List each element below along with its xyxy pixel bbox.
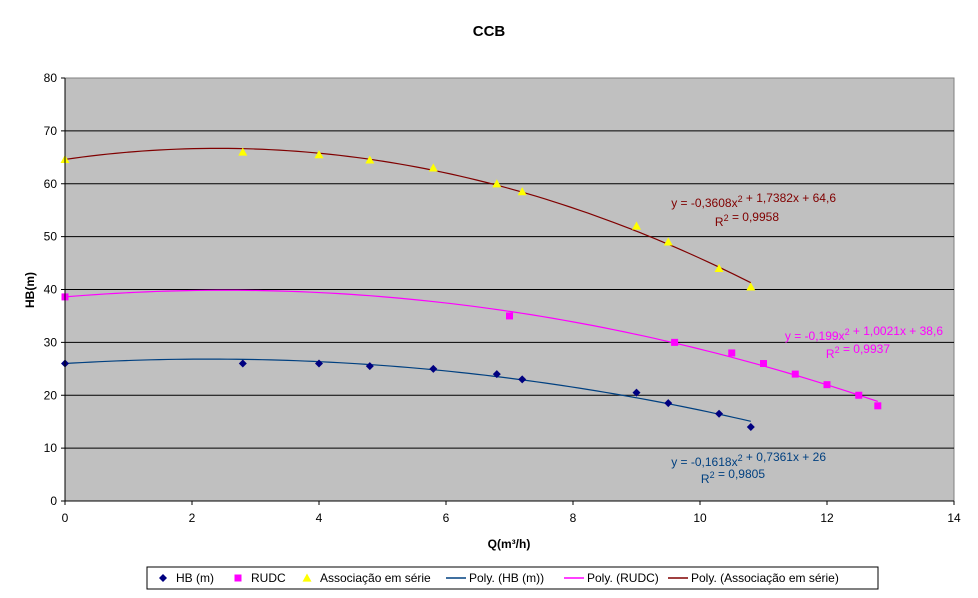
data-point — [365, 362, 374, 371]
gridlines — [65, 130, 954, 449]
data-point — [664, 399, 673, 408]
legend-box — [146, 566, 879, 590]
x-tick-label: 10 — [693, 511, 707, 525]
legend-label: RUDC — [251, 571, 286, 585]
data-point — [746, 422, 755, 431]
data-point — [429, 364, 438, 373]
tick-labels: 0 10 20 30 40 50 60 70 80 0 2 4 6 8 10 12 14 — [44, 71, 961, 525]
data-point — [428, 163, 438, 172]
x-tick-label: 4 — [316, 511, 323, 525]
chart-title: CCB — [473, 23, 506, 40]
y-tick-label: 20 — [44, 388, 58, 402]
data-point — [746, 282, 756, 291]
data-point — [365, 155, 375, 164]
data-point — [517, 187, 527, 196]
data-point — [632, 221, 641, 230]
y-tick-label: 60 — [44, 177, 58, 191]
trendline-equation: y = -0,199x2 + 1,0021x + 38,6 — [785, 324, 943, 343]
legend: HB (m) RUDC Associação em série Poly. (HB (… — [146, 566, 879, 590]
data-point — [855, 391, 863, 399]
trendline-equation: y = -0,3608x2 + 1,7382x + 64,6 — [671, 191, 836, 210]
y-axis-label: HB(m) — [23, 272, 37, 308]
data-point — [238, 147, 248, 156]
data-point — [823, 381, 831, 389]
y-tick-label: 40 — [44, 283, 58, 297]
data-point — [671, 338, 679, 346]
trendline-curve — [64, 358, 751, 422]
data-point — [315, 359, 323, 368]
trendlines — [64, 147, 878, 422]
y-tick-label: 10 — [44, 441, 58, 455]
legend-marker — [234, 574, 242, 582]
data-point — [663, 237, 673, 246]
trendline-curve — [64, 289, 878, 403]
data-point — [492, 370, 501, 379]
legend-label: Poly. (RUDC) — [587, 571, 659, 585]
x-tick-label: 14 — [947, 511, 961, 525]
y-tick-label: 80 — [44, 71, 58, 85]
x-tick-label: 2 — [189, 511, 196, 525]
data-point — [715, 409, 724, 418]
y-tick-label: 70 — [44, 124, 58, 138]
y-tick-label: 50 — [44, 230, 58, 244]
data-markers — [60, 147, 882, 431]
x-tick-label: 12 — [820, 511, 834, 525]
legend-marker — [159, 574, 167, 582]
trendline-r-squared: R2 = 0,9805 — [701, 467, 765, 486]
x-tick-label: 6 — [443, 511, 450, 525]
y-tick-label: 0 — [50, 494, 57, 508]
data-point — [874, 402, 882, 410]
trendline-r-squared: R2 = 0,9937 — [826, 342, 890, 361]
data-point — [518, 375, 527, 384]
data-point — [492, 179, 502, 188]
x-axis-label: Q(m³/h) — [488, 537, 531, 551]
trendline-equation: y = -0,1618x2 + 0,7361x + 26 — [671, 450, 826, 469]
data-point — [760, 360, 767, 368]
legend-label: Associação em série — [320, 571, 431, 585]
data-point — [632, 388, 641, 397]
legend-label: Poly. (HB (m)) — [469, 571, 544, 585]
y-tick-label: 30 — [44, 335, 58, 349]
data-point — [714, 263, 724, 272]
axes — [61, 77, 955, 505]
legend-label: Poly. (Associação em série) — [691, 571, 839, 585]
legend-label: HB (m) — [176, 571, 214, 585]
data-point — [314, 150, 324, 159]
trendline-r-squared: R2 = 0,9958 — [715, 210, 779, 229]
data-point — [728, 349, 736, 357]
data-point — [238, 359, 247, 368]
data-point — [506, 312, 513, 320]
data-point — [791, 370, 799, 378]
trendline-curve — [64, 147, 752, 284]
x-tick-label: 8 — [570, 511, 577, 525]
x-tick-label: 0 — [62, 511, 69, 525]
legend-marker — [302, 573, 312, 582]
